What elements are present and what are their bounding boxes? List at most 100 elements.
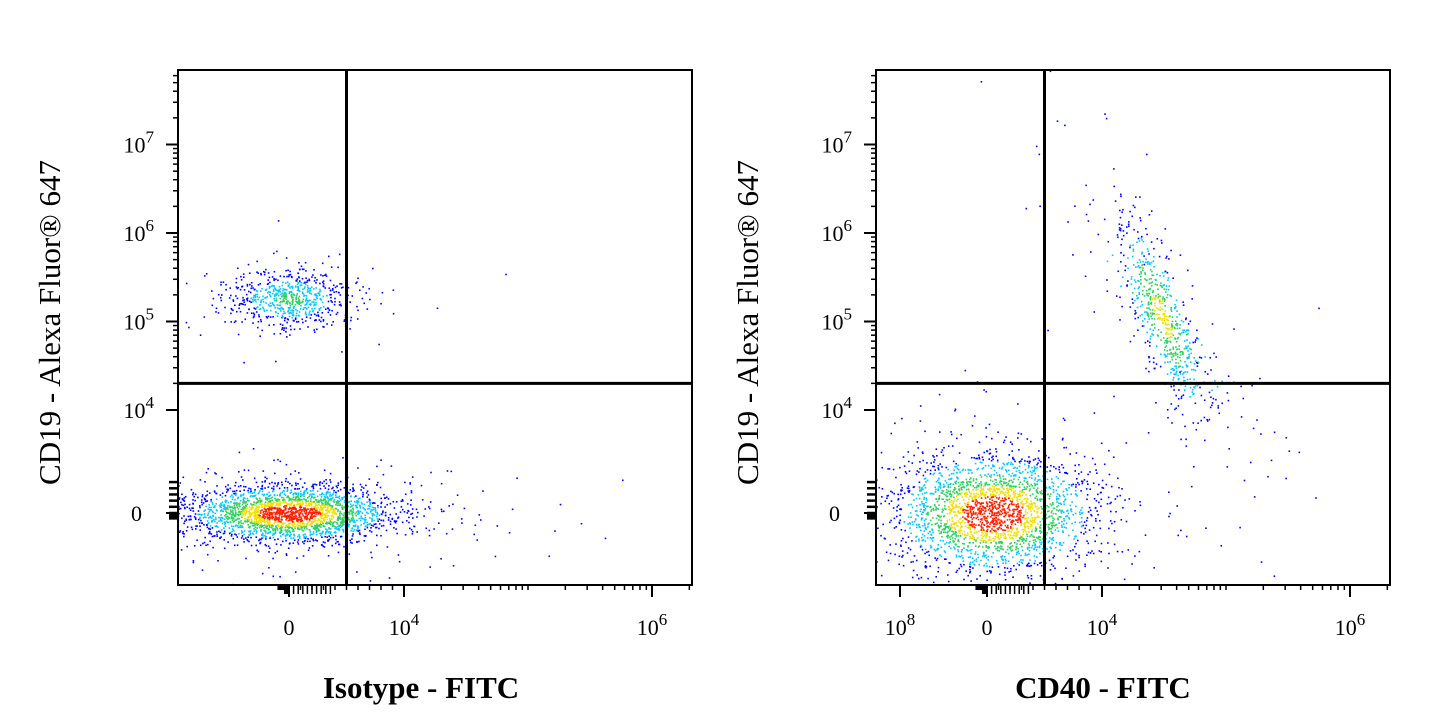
event-dot xyxy=(902,497,904,499)
event-dot xyxy=(253,315,255,318)
event-dot xyxy=(904,529,906,532)
event-dot xyxy=(268,547,271,549)
event-dot xyxy=(243,299,245,301)
event-dot xyxy=(1036,512,1038,514)
event-dot xyxy=(990,476,992,478)
event-dot xyxy=(297,297,300,299)
event-dot xyxy=(370,509,372,511)
event-dot xyxy=(338,525,341,528)
event-dot xyxy=(1022,471,1024,473)
event-dot xyxy=(236,544,239,546)
event-dot xyxy=(310,286,313,288)
event-dot xyxy=(373,519,375,522)
event-dot xyxy=(1093,498,1096,500)
event-dot xyxy=(135,475,137,477)
event-dot xyxy=(243,301,246,303)
event-dot xyxy=(1036,498,1038,500)
event-dot xyxy=(261,488,264,490)
event-dot xyxy=(309,540,311,543)
event-dot xyxy=(967,481,970,483)
event-dot xyxy=(221,516,223,519)
event-dot xyxy=(945,489,948,491)
event-dot xyxy=(378,523,381,525)
event-dot xyxy=(255,510,258,512)
event-dot xyxy=(374,508,377,510)
event-dot xyxy=(291,285,294,288)
event-dot xyxy=(312,310,314,313)
event-dot xyxy=(292,298,294,301)
event-dot xyxy=(372,502,374,504)
event-dot xyxy=(241,535,244,537)
event-dot xyxy=(343,319,346,321)
event-dot xyxy=(220,509,223,511)
event-dot xyxy=(1067,512,1070,515)
event-dot xyxy=(252,507,254,509)
event-dot xyxy=(301,520,304,523)
event-dot xyxy=(401,508,404,511)
event-dot xyxy=(184,507,186,510)
event-dot xyxy=(335,485,338,487)
event-dot xyxy=(243,289,246,291)
event-dot xyxy=(301,495,303,497)
event-dot xyxy=(292,494,295,496)
event-dot xyxy=(319,288,321,291)
event-dot xyxy=(989,493,992,495)
event-dot xyxy=(992,514,994,517)
event-dot xyxy=(251,505,253,507)
event-dot xyxy=(299,328,301,330)
event-dot xyxy=(928,522,930,525)
event-dot xyxy=(1086,498,1088,501)
event-dot xyxy=(243,538,245,540)
event-dot xyxy=(339,499,342,502)
event-dot xyxy=(232,507,234,510)
event-dot xyxy=(324,541,326,544)
event-dot xyxy=(307,504,310,506)
event-dot xyxy=(947,468,949,471)
event-dot xyxy=(268,500,271,503)
event-dot xyxy=(282,316,284,318)
event-dot xyxy=(144,517,146,519)
event-dot xyxy=(976,516,979,518)
event-dot xyxy=(967,527,970,529)
event-dot xyxy=(313,269,315,271)
event-dot xyxy=(235,481,237,484)
event-dot xyxy=(295,308,297,311)
y-tick-label: 105 xyxy=(124,305,155,335)
event-dot xyxy=(234,533,236,535)
event-dot xyxy=(1071,501,1073,503)
event-dot xyxy=(322,283,325,285)
event-dot xyxy=(1035,536,1038,539)
event-dot xyxy=(239,502,241,505)
event-dot xyxy=(508,532,511,534)
event-dot xyxy=(290,502,292,505)
event-dot xyxy=(846,558,848,560)
event-dot xyxy=(316,501,318,504)
event-dot xyxy=(253,490,256,492)
event-dot xyxy=(899,466,901,469)
event-dot xyxy=(1034,497,1036,499)
event-dot xyxy=(978,507,981,510)
event-dot xyxy=(1052,539,1055,542)
event-dot xyxy=(297,528,299,530)
event-dot xyxy=(989,538,991,541)
event-dot xyxy=(255,511,258,514)
event-dot xyxy=(316,297,318,299)
event-dot xyxy=(994,478,996,481)
event-dot xyxy=(259,501,261,504)
event-dot xyxy=(248,508,251,511)
event-dot xyxy=(259,490,261,492)
event-dot xyxy=(281,513,283,516)
event-dot xyxy=(1021,562,1024,565)
event-dot xyxy=(321,493,323,496)
event-dot xyxy=(229,495,232,498)
event-dot xyxy=(299,522,301,525)
event-dot xyxy=(230,525,233,527)
event-dot xyxy=(181,517,183,520)
event-dot xyxy=(970,494,972,497)
event-dot xyxy=(973,559,976,562)
event-dot xyxy=(986,515,989,518)
event-dot xyxy=(359,510,362,513)
event-dot xyxy=(961,505,964,508)
event-dot xyxy=(278,504,280,507)
